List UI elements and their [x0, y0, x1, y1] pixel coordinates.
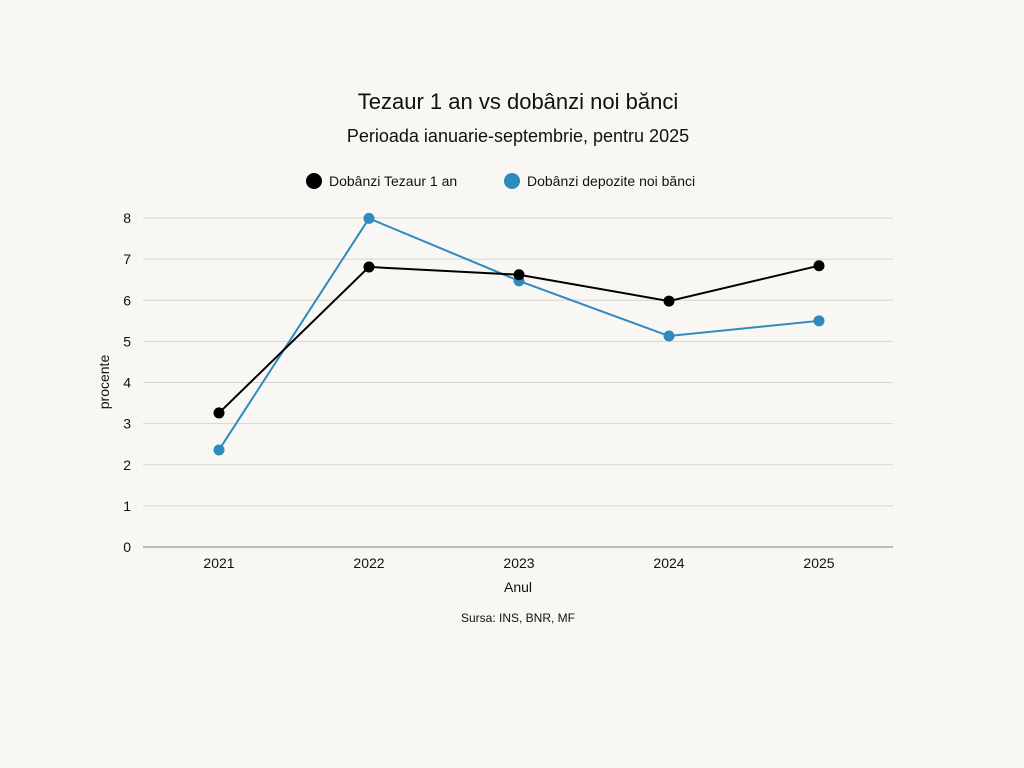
legend: Dobânzi Tezaur 1 an Dobânzi depozite noi…	[306, 173, 695, 189]
y-tick-label: 2	[123, 457, 131, 473]
x-axis-ticks: 2021 2022 2023 2024 2025	[203, 555, 834, 571]
y-tick-label: 6	[123, 292, 131, 308]
x-tick-label: 2022	[353, 555, 384, 571]
y-tick-label: 7	[123, 251, 131, 267]
y-axis-label: procente	[96, 355, 112, 410]
series-0	[213, 260, 825, 419]
data-point[interactable]	[363, 261, 375, 273]
series-line	[218, 217, 820, 451]
data-point[interactable]	[213, 407, 225, 419]
y-tick-label: 8	[123, 210, 131, 226]
data-point[interactable]	[663, 330, 675, 342]
x-tick-label: 2021	[203, 555, 234, 571]
y-tick-label: 0	[123, 539, 131, 555]
y-tick-label: 5	[123, 333, 131, 349]
data-point[interactable]	[663, 295, 675, 307]
data-point[interactable]	[363, 212, 375, 224]
x-tick-label: 2025	[803, 555, 834, 571]
chart-subtitle: Perioada ianuarie-septembrie, pentru 202…	[347, 126, 689, 146]
grid	[143, 217, 893, 548]
chart-title: Tezaur 1 an vs dobânzi noi bănci	[358, 89, 678, 114]
data-point[interactable]	[813, 315, 825, 327]
legend-label-tezaur[interactable]: Dobânzi Tezaur 1 an	[329, 173, 457, 189]
data-point[interactable]	[513, 269, 525, 281]
y-tick-label: 4	[123, 375, 131, 391]
y-axis-ticks: 0 1 2 3 4 5 6 7 8	[123, 210, 131, 555]
data-point[interactable]	[813, 260, 825, 272]
x-axis-label: Anul	[504, 579, 532, 595]
series	[213, 212, 825, 456]
data-point[interactable]	[213, 444, 225, 456]
y-tick-label: 3	[123, 416, 131, 432]
x-tick-label: 2023	[503, 555, 534, 571]
legend-label-depozite[interactable]: Dobânzi depozite noi bănci	[527, 173, 695, 189]
legend-marker-depozite	[504, 173, 520, 189]
x-tick-label: 2024	[653, 555, 684, 571]
series-line	[218, 264, 820, 414]
source-note: Sursa: INS, BNR, MF	[461, 611, 575, 625]
y-tick-label: 1	[123, 498, 131, 514]
series-1	[213, 212, 825, 456]
legend-marker-tezaur	[306, 173, 322, 189]
